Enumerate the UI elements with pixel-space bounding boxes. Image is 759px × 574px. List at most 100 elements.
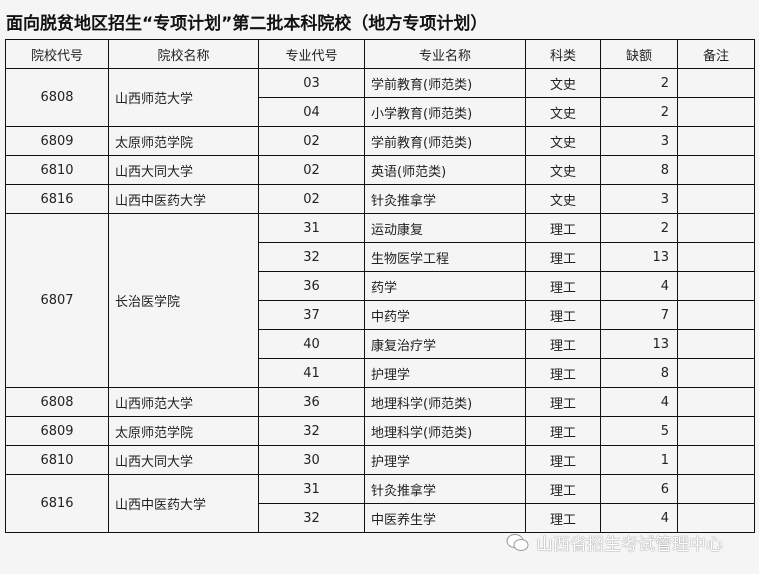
vacancy: 7 — [600, 300, 678, 330]
category: 理工 — [525, 329, 601, 359]
remark — [677, 503, 755, 533]
school-name: 山西师范大学 — [108, 387, 259, 417]
school-code: 6816 — [5, 474, 109, 533]
school-code: 6809 — [5, 126, 109, 156]
admission-table: 院校代号 院校名称 专业代号 专业名称 科类 缺额 备注 6808 山西师范大学 03 学前教育(… — [5, 39, 755, 533]
school-name: 太原师范学院 — [108, 416, 259, 446]
remark — [677, 97, 755, 127]
vacancy: 4 — [600, 503, 678, 533]
remark — [677, 213, 755, 243]
remark — [677, 416, 755, 446]
major-name: 英语(师范类) — [364, 155, 526, 185]
vacancy: 2 — [600, 97, 678, 127]
remark — [677, 126, 755, 156]
vacancy: 8 — [600, 155, 678, 185]
category: 理工 — [525, 474, 601, 504]
watermark: 山西省招生考试管理中心 — [506, 530, 723, 555]
major-name: 学前教育(师范类) — [364, 68, 526, 98]
category: 理工 — [525, 271, 601, 301]
major-name: 针灸推拿学 — [364, 474, 526, 504]
remark — [677, 387, 755, 417]
major-name: 学前教育(师范类) — [364, 126, 526, 156]
table-row: 6809 太原师范学院 02 学前教育(师范类) 文史 3 — [5, 126, 755, 156]
category: 文史 — [525, 184, 601, 214]
table-row: 6810 山西大同大学 02 英语(师范类) 文史 8 — [5, 155, 755, 185]
category: 理工 — [525, 445, 601, 475]
category: 理工 — [525, 503, 601, 533]
major-name: 护理学 — [364, 358, 526, 388]
major-code: 30 — [258, 445, 365, 475]
major-code: 03 — [258, 68, 365, 98]
column-header: 备注 — [677, 39, 755, 69]
watermark-text: 山西省招生考试管理中心 — [536, 535, 723, 555]
school-name: 山西大同大学 — [108, 445, 259, 475]
vacancy: 6 — [600, 474, 678, 504]
school-code: 6808 — [5, 387, 109, 417]
table-row: 6810 山西大同大学 30 护理学 理工 1 — [5, 445, 755, 475]
column-header: 专业名称 — [364, 39, 526, 69]
remark — [677, 271, 755, 301]
vacancy: 5 — [600, 416, 678, 446]
category: 理工 — [525, 242, 601, 272]
major-code: 02 — [258, 126, 365, 156]
vacancy: 13 — [600, 242, 678, 272]
table-row: 6816 山西中医药大学 02 针灸推拿学 文史 3 — [5, 184, 755, 214]
table-row: 6808 山西师范大学 36 地理科学(师范类) 理工 4 — [5, 387, 755, 417]
major-code: 31 — [258, 474, 365, 504]
major-name: 针灸推拿学 — [364, 184, 526, 214]
school-name: 山西中医药大学 — [108, 474, 259, 533]
vacancy: 4 — [600, 387, 678, 417]
vacancy: 8 — [600, 358, 678, 388]
table-header-row: 院校代号 院校名称 专业代号 专业名称 科类 缺额 备注 — [5, 39, 755, 69]
school-name: 山西师范大学 — [108, 68, 259, 127]
school-code: 6810 — [5, 155, 109, 185]
major-code: 36 — [258, 271, 365, 301]
column-header: 专业代号 — [258, 39, 365, 69]
vacancy: 2 — [600, 213, 678, 243]
major-code: 31 — [258, 213, 365, 243]
column-header: 院校代号 — [5, 39, 109, 69]
vacancy: 13 — [600, 329, 678, 359]
remark — [677, 184, 755, 214]
major-name: 药学 — [364, 271, 526, 301]
table-row: 32 中医养生学 理工 4 — [6, 503, 755, 533]
category: 文史 — [525, 126, 601, 156]
table-row: 36 药学 理工 4 — [6, 271, 755, 301]
column-header: 院校名称 — [108, 39, 259, 69]
table-row: 04 小学教育(师范类) 文史 2 — [6, 97, 755, 127]
major-code: 32 — [258, 242, 365, 272]
major-code: 36 — [258, 387, 365, 417]
school-code: 6808 — [5, 68, 109, 127]
table-row: 6807 长治医学院 31 运动康复 理工 2 — [5, 213, 755, 388]
category: 文史 — [525, 97, 601, 127]
major-name: 护理学 — [364, 445, 526, 475]
school-code: 6809 — [5, 416, 109, 446]
school-name: 太原师范学院 — [108, 126, 259, 156]
major-name: 中药学 — [364, 300, 526, 330]
category: 理工 — [525, 358, 601, 388]
major-code: 32 — [258, 416, 365, 446]
category: 理工 — [525, 300, 601, 330]
remark — [677, 242, 755, 272]
vacancy: 1 — [600, 445, 678, 475]
table-row: 40 康复治疗学 理工 13 — [6, 329, 755, 359]
school-code: 6807 — [5, 213, 109, 388]
remark — [677, 300, 755, 330]
remark — [677, 474, 755, 504]
vacancy: 3 — [600, 126, 678, 156]
school-name: 山西中医药大学 — [108, 184, 259, 214]
major-code: 40 — [258, 329, 365, 359]
major-name: 生物医学工程 — [364, 242, 526, 272]
major-code: 41 — [258, 358, 365, 388]
vacancy: 3 — [600, 184, 678, 214]
remark — [677, 155, 755, 185]
table-row: 37 中药学 理工 7 — [6, 300, 755, 330]
school-code: 6810 — [5, 445, 109, 475]
major-name: 地理科学(师范类) — [364, 387, 526, 417]
column-header: 缺额 — [600, 39, 678, 69]
remark — [677, 445, 755, 475]
major-name: 地理科学(师范类) — [364, 416, 526, 446]
major-name: 小学教育(师范类) — [364, 97, 526, 127]
major-code: 04 — [258, 97, 365, 127]
school-name: 长治医学院 — [108, 213, 259, 388]
